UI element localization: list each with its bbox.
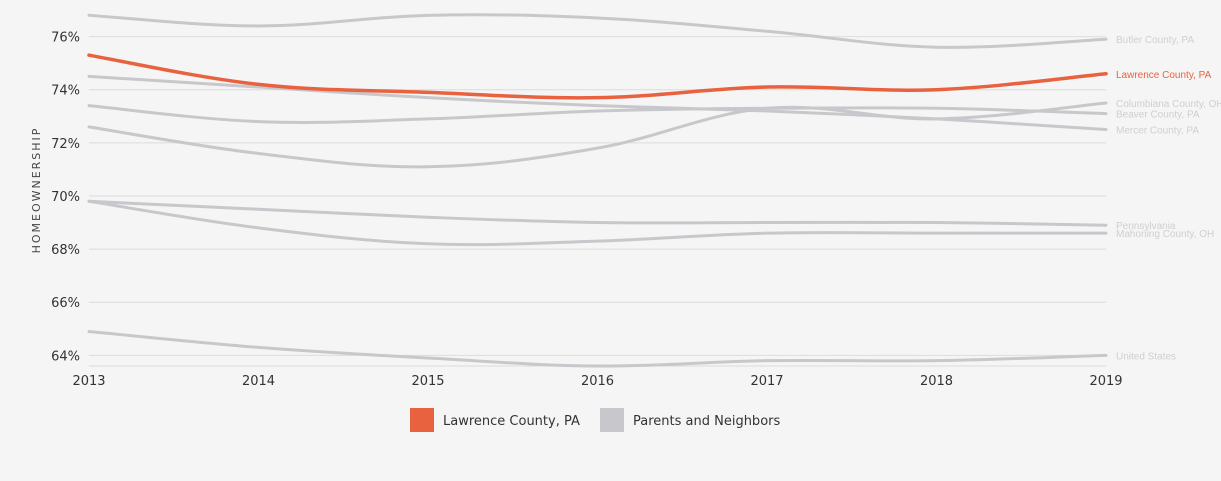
- series-label-united-states: United States: [1116, 351, 1176, 362]
- y-tick-label: 76%: [51, 31, 80, 46]
- x-tick-label: 2016: [581, 374, 614, 389]
- series-label-lawrence-county-pa: Lawrence County, PA: [1116, 70, 1212, 81]
- x-tick-label: 2019: [1089, 374, 1122, 389]
- series-label-butler-county-pa: Butler County, PA: [1116, 35, 1194, 46]
- series-line-united-states: [87, 329, 1108, 368]
- series-label-mercer-county-pa: Mercer County, PA: [1116, 126, 1199, 137]
- legend-swatch-parents-and-neighbors: [600, 408, 624, 432]
- y-tick-label: 64%: [51, 349, 80, 364]
- legend: Lawrence County, PA Parents and Neighbors: [410, 408, 780, 432]
- x-tick-label: 2013: [72, 374, 105, 389]
- series-label-pennsylvania: Pennsylvania: [1116, 221, 1176, 232]
- y-axis-tick-labels: 64% 66% 68% 70% 72% 74% 76%: [51, 31, 80, 365]
- series-end-labels: Butler County, PA Columbiana County, OHBe…: [1116, 35, 1221, 362]
- series-label-beaver-county-pa: Beaver County, PA: [1116, 110, 1200, 121]
- y-axis-title: HOMEOWNERSHIP: [30, 127, 43, 254]
- series-line-columbiana-county-oh: [87, 101, 1108, 169]
- series-lines: [87, 13, 1108, 368]
- series-line-butler-county-pa: [87, 13, 1108, 49]
- x-tick-label: 2018: [920, 374, 953, 389]
- x-tick-label: 2017: [750, 374, 783, 389]
- legend-label-parents-and-neighbors: Parents and Neighbors: [633, 414, 780, 429]
- x-tick-label: 2014: [242, 374, 275, 389]
- legend-label-lawrence-county-pa: Lawrence County, PA: [443, 414, 580, 429]
- legend-swatch-lawrence-county-pa: [410, 408, 434, 432]
- y-tick-label: 70%: [51, 190, 80, 205]
- series-line-mercer-county-pa: [87, 74, 1108, 132]
- grid-lines: [89, 36, 1106, 367]
- y-tick-label: 74%: [51, 84, 80, 99]
- series-label-mahoning-county-oh: Mahoning County, OH: [1116, 229, 1214, 240]
- series-label-columbiana-county-oh: Columbiana County, OH: [1116, 99, 1221, 110]
- series-line-beaver-county-pa: [87, 104, 1108, 124]
- y-tick-label: 72%: [51, 137, 80, 152]
- x-tick-label: 2015: [411, 374, 444, 389]
- series-line-mahoning-county-oh: [87, 199, 1108, 247]
- series-line-pennsylvania: [87, 199, 1108, 227]
- series-line-lawrence-county-pa: [87, 53, 1108, 100]
- y-tick-label: 66%: [51, 296, 80, 311]
- x-axis-tick-labels: 2013 2014 2015 2016 2017 2018 2019: [72, 374, 1122, 389]
- y-tick-label: 68%: [51, 243, 80, 258]
